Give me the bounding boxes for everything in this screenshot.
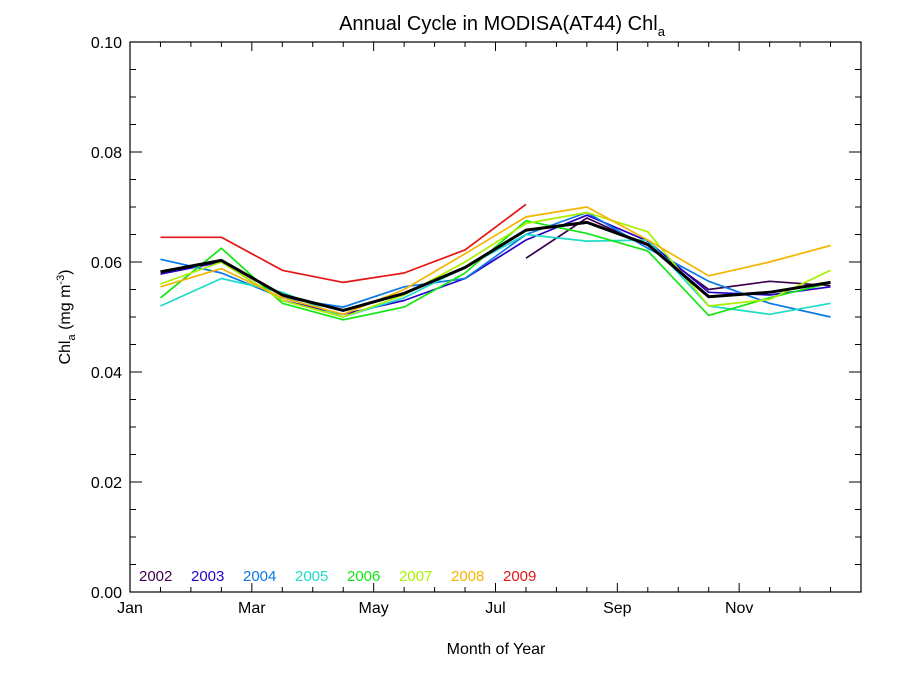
series-mean-line	[160, 220, 831, 312]
legend-entry-2003: 2003	[191, 568, 224, 585]
y-tick-label: 0.02	[91, 475, 122, 492]
axis-ticks	[129, 41, 862, 593]
x-tick-label: May	[359, 600, 389, 617]
x-tick-label: Nov	[725, 600, 753, 617]
series-line-2008	[160, 206, 831, 316]
x-tick-label: Jul	[485, 600, 505, 617]
series-line-2002	[525, 217, 831, 291]
x-tick-label: Jan	[117, 600, 143, 617]
legend-entry-2005: 2005	[295, 568, 328, 585]
y-tick-label: 0.06	[91, 255, 122, 272]
y-axis-label: Chla (mg m-3)	[55, 269, 78, 364]
y-tick-label: 0.04	[91, 365, 122, 382]
legend-entry-2002: 2002	[139, 568, 172, 585]
y-axis-tick-labels: 0.00 0.02 0.04 0.06 0.08 0.10	[91, 35, 122, 602]
legend-entry-2007: 2007	[399, 568, 432, 585]
x-axis-tick-labels: Jan Mar May Jul Sep Nov	[117, 600, 753, 617]
legend: 2002 2003 2004 2005 2006 2007 2008 2009	[139, 568, 536, 585]
series-line-2003	[160, 214, 831, 316]
series-line-2007	[160, 211, 831, 318]
legend-entry-2006: 2006	[347, 568, 380, 585]
plot-frame	[129, 41, 862, 593]
x-tick-label: Sep	[603, 600, 632, 617]
legend-entry-2004: 2004	[243, 568, 276, 585]
y-tick-label: 0.00	[91, 585, 122, 602]
series-lines	[159, 203, 831, 321]
y-tick-label: 0.08	[91, 145, 122, 162]
x-tick-label: Mar	[238, 600, 266, 617]
series-line-2009	[160, 203, 527, 284]
legend-entry-2009: 2009	[503, 568, 536, 585]
series-line-2004	[160, 211, 831, 318]
y-axis-label-group: Chla (mg m-3)	[55, 269, 78, 364]
x-axis-label: Month of Year	[447, 641, 546, 658]
legend-entry-2008: 2008	[451, 568, 484, 585]
chart-title: Annual Cycle in MODISA(AT44) Chla	[339, 13, 666, 39]
y-tick-label: 0.10	[91, 35, 122, 52]
